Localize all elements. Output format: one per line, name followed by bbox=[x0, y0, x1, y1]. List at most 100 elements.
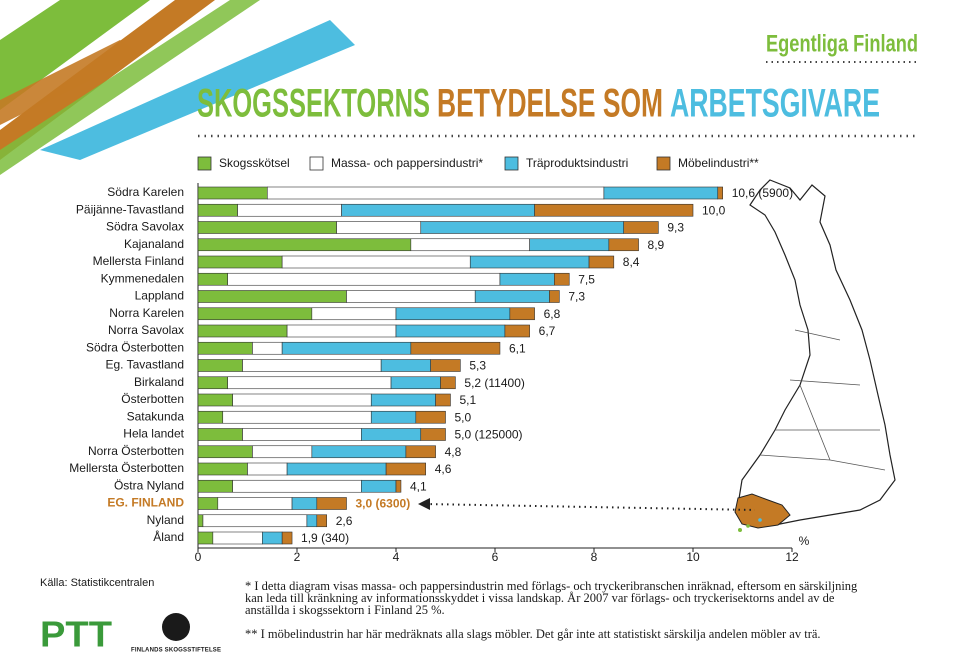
bar-segment bbox=[242, 428, 362, 441]
bar-segment bbox=[370, 393, 436, 407]
bar-segment bbox=[534, 203, 694, 217]
value-label: 10,6 (5900) bbox=[732, 186, 793, 200]
bar-segment bbox=[252, 445, 313, 459]
map bbox=[734, 179, 896, 532]
bar-segment bbox=[370, 410, 417, 424]
bar-segment bbox=[286, 462, 387, 476]
y-tick-label: Österbotten bbox=[121, 392, 184, 406]
y-tick-label: Åland bbox=[153, 529, 184, 544]
x-tick-label: 4 bbox=[393, 550, 400, 564]
y-tick-label: Mellersta Österbotten bbox=[69, 461, 184, 475]
bar-segment bbox=[247, 462, 288, 476]
bar-segment bbox=[420, 428, 446, 441]
bar-segment bbox=[306, 514, 318, 528]
island bbox=[758, 518, 762, 522]
bar-segment bbox=[603, 186, 719, 200]
bar-segment bbox=[197, 428, 243, 441]
bar-segment bbox=[316, 514, 327, 528]
y-tick-label: Nyland bbox=[147, 513, 184, 527]
bar-segment bbox=[390, 376, 441, 390]
bar-segment bbox=[717, 186, 723, 200]
x-tick-label: 10 bbox=[686, 550, 700, 564]
bar-segment bbox=[405, 445, 436, 459]
y-tick-label: Södra Savolax bbox=[106, 220, 184, 234]
bar-segment bbox=[232, 479, 362, 493]
bar-segment bbox=[549, 290, 560, 303]
legend-swatch bbox=[504, 156, 519, 171]
bar-segment bbox=[410, 238, 530, 252]
value-label: 6,1 bbox=[509, 341, 526, 355]
bar-segment bbox=[361, 479, 397, 493]
bar-segment bbox=[197, 341, 253, 355]
value-label: 7,3 bbox=[568, 290, 585, 304]
y-tick-label: Mellersta Finland bbox=[93, 254, 184, 268]
island bbox=[746, 524, 750, 528]
bar-segment bbox=[385, 462, 427, 476]
bar-segment bbox=[197, 290, 347, 303]
bar-segment bbox=[217, 497, 293, 510]
footnote: * I detta diagram visas massa- och pappe… bbox=[245, 580, 858, 617]
logo-ptt: PTT bbox=[40, 614, 112, 655]
y-tick-label: Hela landet bbox=[123, 427, 184, 441]
bar-segment bbox=[197, 307, 313, 321]
bar-segment bbox=[197, 531, 214, 545]
x-tick-label: 12 bbox=[785, 550, 799, 564]
bar-segment bbox=[197, 514, 204, 528]
stripe bbox=[0, 40, 140, 125]
bar-segment bbox=[395, 307, 511, 321]
pointer-head bbox=[418, 498, 430, 510]
legend-label: Träproduktsindustri bbox=[526, 156, 628, 170]
value-label: 4,6 bbox=[435, 462, 452, 476]
bar-segment bbox=[197, 462, 248, 476]
x-tick-label: 8 bbox=[591, 550, 598, 564]
bar-segment bbox=[237, 203, 342, 217]
finland-outline bbox=[737, 179, 896, 526]
legend-swatch bbox=[656, 156, 671, 171]
bar-segment bbox=[316, 497, 347, 510]
x-axis-label: % bbox=[799, 534, 810, 548]
bar-segment bbox=[262, 531, 283, 545]
legend-label: Massa- och pappersindustri* bbox=[331, 156, 483, 170]
bar-segment bbox=[435, 393, 451, 407]
y-tick-label: Norra Savolax bbox=[108, 323, 184, 337]
bar-segment bbox=[415, 410, 446, 424]
y-tick-label: Lappland bbox=[135, 289, 184, 303]
bar-segment bbox=[286, 324, 397, 338]
y-tick-label: Päijänne-Tavastland bbox=[76, 202, 184, 216]
y-tick-label: Södra Karelen bbox=[107, 185, 184, 199]
bar-segment bbox=[197, 479, 233, 493]
legend-label: Möbelindustri** bbox=[678, 156, 759, 170]
bar-segment bbox=[311, 307, 397, 321]
bar-segment bbox=[588, 255, 615, 269]
region-title: Egentliga Finland bbox=[766, 30, 918, 57]
y-tick-label: Kajanaland bbox=[124, 237, 184, 251]
chart-title: SKOGSSEKTORNS bbox=[197, 82, 430, 126]
legend-label: Skogsskötsel bbox=[219, 156, 290, 170]
y-tick-label: Östra Nyland bbox=[114, 478, 184, 492]
bar-segment bbox=[266, 186, 605, 200]
bar-segment bbox=[504, 324, 530, 338]
x-tick-label: 2 bbox=[294, 550, 301, 564]
bar-segment bbox=[197, 393, 233, 407]
decoration bbox=[0, 0, 355, 175]
value-label: 6,7 bbox=[539, 324, 556, 338]
bar-segment bbox=[361, 428, 422, 441]
island bbox=[738, 528, 742, 532]
value-label: 5,1 bbox=[459, 393, 476, 407]
bar-segment bbox=[197, 238, 412, 252]
bar-segment bbox=[474, 290, 550, 303]
bar-segment bbox=[341, 203, 535, 217]
y-tick-label: Birkaland bbox=[134, 375, 184, 389]
chart-title: BETYDELSE SOM bbox=[437, 82, 663, 126]
footnotes: * I detta diagram visas massa- och pappe… bbox=[245, 580, 858, 641]
bar-segment bbox=[242, 359, 382, 372]
bar-segment bbox=[202, 514, 308, 528]
bar-segment bbox=[197, 324, 288, 338]
bar-segment bbox=[281, 341, 412, 355]
source: Källa: Statistikcentralen bbox=[40, 577, 154, 589]
logo-mark bbox=[162, 613, 190, 641]
bar-segment bbox=[197, 359, 243, 372]
footnote: ** I möbelindustrin har här medräknats a… bbox=[245, 627, 821, 641]
